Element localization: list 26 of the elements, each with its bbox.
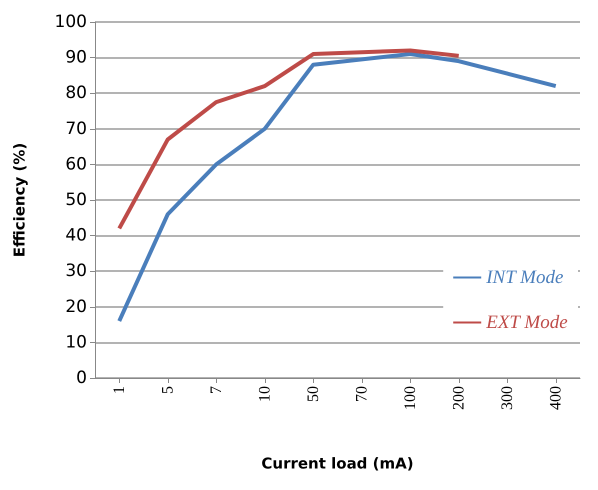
- x-tick-label: 200: [450, 386, 468, 410]
- x-tick-label: 5: [159, 386, 176, 394]
- y-tick-label: 70: [65, 118, 87, 139]
- y-axis-title: Efficiency (%): [10, 142, 28, 258]
- x-tick-label: 10: [256, 386, 274, 402]
- y-tick-label: 90: [65, 48, 87, 68]
- line-series: [117, 48, 461, 230]
- x-tick-label: 1: [110, 386, 128, 394]
- x-tick-label: 300: [498, 386, 516, 410]
- x-tick-label: 400: [547, 386, 564, 410]
- y-tick-label: 10: [65, 332, 87, 352]
- y-tick-label: 30: [65, 261, 87, 282]
- x-tick-label: 7: [208, 386, 225, 394]
- x-axis-title: Current load (mA): [261, 454, 414, 472]
- y-tick-label: 20: [65, 296, 87, 317]
- y-tick-label: 0: [76, 368, 87, 388]
- legend-label: INT Mode: [485, 267, 564, 288]
- y-tick-label: 80: [65, 83, 87, 104]
- y-tick-label: 40: [65, 226, 87, 246]
- legend-label: EXT Mode: [485, 312, 568, 333]
- y-tick-label: 50: [65, 190, 87, 210]
- x-tick-label: 100: [402, 386, 419, 410]
- x-tick-label: 70: [353, 386, 370, 402]
- y-tick-label: 60: [65, 154, 87, 174]
- y-tick-label: 100: [54, 12, 87, 32]
- x-tick-label: 50: [304, 386, 322, 402]
